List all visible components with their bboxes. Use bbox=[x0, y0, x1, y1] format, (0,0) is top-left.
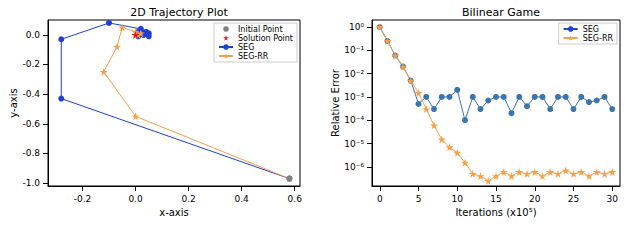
svg-text:10⁻⁶: 10⁻⁶ bbox=[344, 162, 364, 172]
svg-text:25: 25 bbox=[568, 194, 579, 204]
svg-text:2D Trajectory Plot: 2D Trajectory Plot bbox=[130, 6, 228, 19]
svg-text:5: 5 bbox=[416, 194, 422, 204]
svg-text:15: 15 bbox=[490, 194, 501, 204]
svg-text:y-axis: y-axis bbox=[8, 88, 19, 117]
svg-text:10⁻¹: 10⁻¹ bbox=[344, 45, 364, 55]
svg-text:0.0: 0.0 bbox=[128, 194, 143, 204]
svg-text:-0.8: -0.8 bbox=[22, 148, 40, 158]
svg-text:10⁰: 10⁰ bbox=[349, 22, 364, 32]
svg-text:0.6: 0.6 bbox=[288, 194, 303, 204]
svg-text:-0.2: -0.2 bbox=[74, 194, 92, 204]
svg-text:-1.0: -1.0 bbox=[22, 178, 40, 188]
svg-text:SEG-RR: SEG-RR bbox=[583, 34, 614, 43]
svg-text:-0.2: -0.2 bbox=[22, 59, 40, 69]
svg-text:SEG: SEG bbox=[583, 25, 599, 34]
svg-text:10⁻³: 10⁻³ bbox=[344, 92, 364, 102]
svg-text:20: 20 bbox=[529, 194, 541, 204]
svg-text:30: 30 bbox=[607, 194, 619, 204]
svg-text:0.2: 0.2 bbox=[181, 194, 195, 204]
svg-text:10⁻⁵: 10⁻⁵ bbox=[344, 139, 364, 149]
svg-text:0.4: 0.4 bbox=[234, 194, 249, 204]
svg-text:Bilinear Game: Bilinear Game bbox=[462, 6, 540, 19]
svg-text:10: 10 bbox=[452, 194, 464, 204]
svg-text:0: 0 bbox=[377, 194, 383, 204]
svg-text:10⁻⁴: 10⁻⁴ bbox=[344, 115, 364, 125]
svg-text:SEG-RR: SEG-RR bbox=[238, 52, 269, 61]
svg-text:Iterations (x10⁵): Iterations (x10⁵) bbox=[455, 207, 536, 218]
svg-text:Relative Error: Relative Error bbox=[330, 68, 341, 137]
svg-text:0.0: 0.0 bbox=[26, 30, 41, 40]
svg-text:SEG: SEG bbox=[238, 43, 254, 52]
svg-text:Solution Point: Solution Point bbox=[238, 34, 293, 43]
svg-text:x-axis: x-axis bbox=[159, 207, 189, 218]
svg-text:Initial Point: Initial Point bbox=[238, 25, 283, 34]
svg-text:10⁻²: 10⁻² bbox=[344, 69, 364, 79]
svg-text:-0.6: -0.6 bbox=[22, 119, 40, 129]
svg-text:-0.4: -0.4 bbox=[22, 89, 40, 99]
